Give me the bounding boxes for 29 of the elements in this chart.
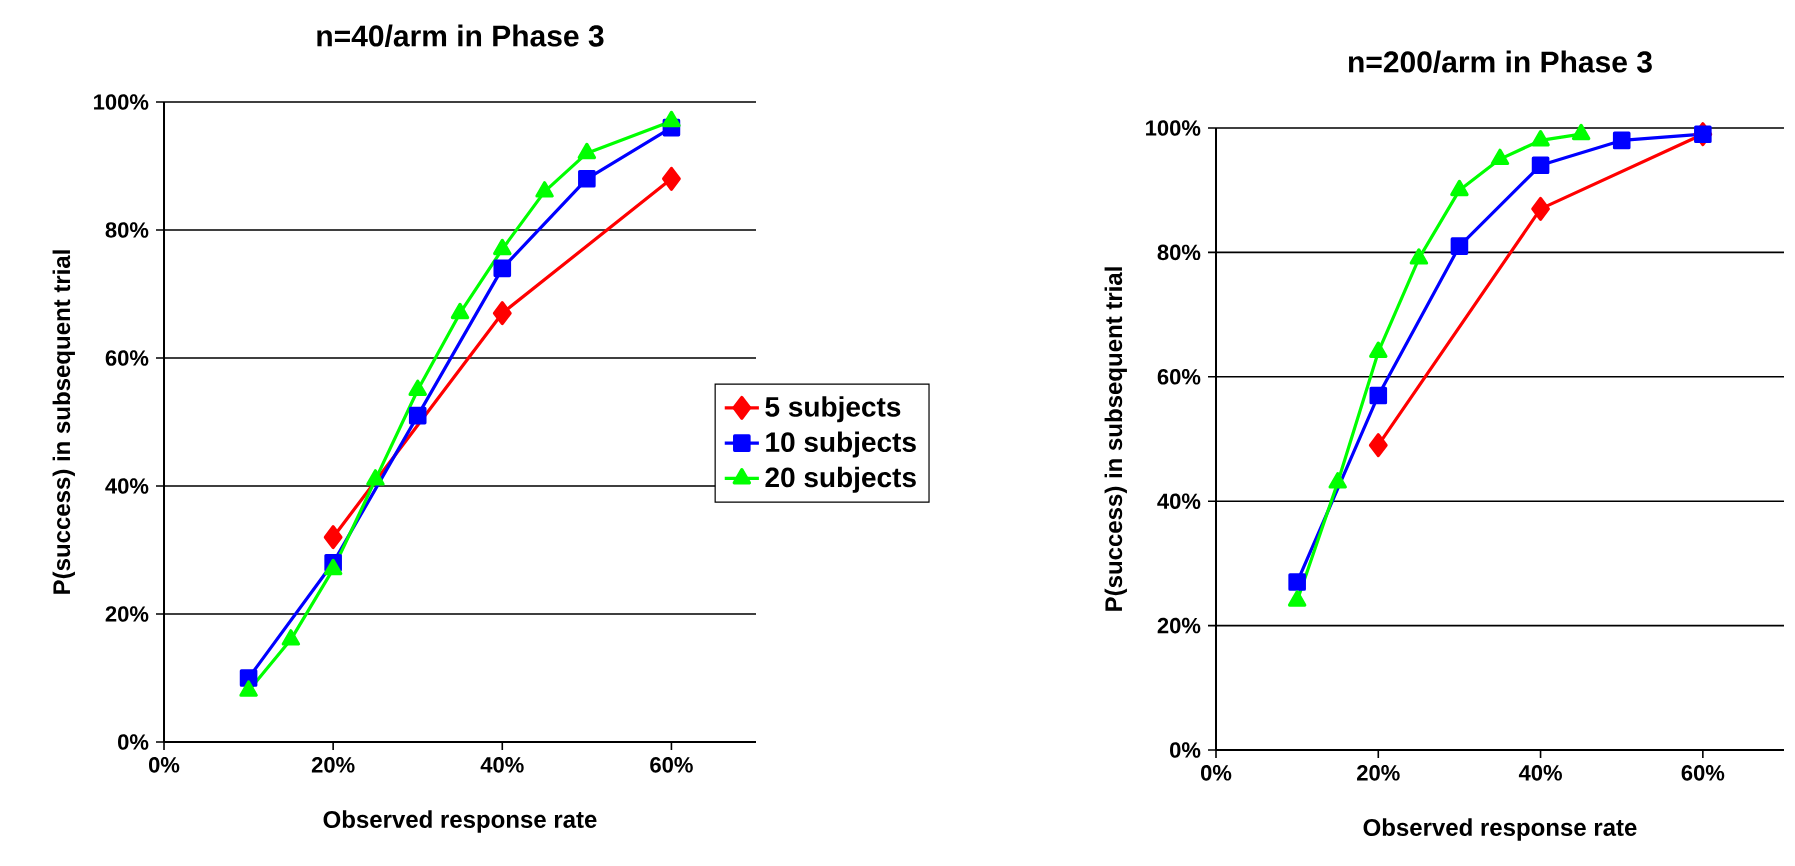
y-tick-label: 40%	[105, 478, 149, 494]
x-tick-label: 20%	[1357, 765, 1400, 781]
x-tick-label: 40%	[480, 757, 524, 773]
y-tick-label: 0%	[1170, 742, 1201, 758]
chart-title: n=40/arm in Phase 3	[317, 24, 604, 47]
x-tick-label: 60%	[1681, 765, 1725, 781]
y-tick-label: 20%	[105, 606, 149, 622]
legend-label: 10 subjects	[766, 431, 916, 458]
legend-label: 20 subjects	[765, 466, 916, 493]
x-tick-label: 20%	[311, 757, 355, 773]
y-axis-title: P(success) in subsequent trial	[1104, 267, 1127, 611]
y-tick-label: 60%	[1157, 369, 1201, 385]
x-tick-label: 60%	[650, 757, 693, 773]
y-axis-title: P(success) in subsequent trial	[52, 250, 75, 594]
y-tick-label: 100%	[94, 94, 149, 110]
y-tick-label: 80%	[105, 222, 149, 238]
x-tick-label: 40%	[1518, 765, 1562, 781]
y-tick-label: 20%	[1157, 617, 1201, 634]
y-tick-label: 80%	[1157, 244, 1201, 261]
y-tick-label: 0%	[118, 734, 149, 750]
y-tick-label: 100%	[1146, 120, 1201, 136]
chart-title: n=200/arm in Phase 3	[1348, 50, 1652, 73]
x-axis-title: Observed response rate	[1363, 818, 1637, 841]
y-tick-label: 40%	[1157, 493, 1201, 509]
y-tick-label: 60%	[105, 350, 149, 366]
x-tick-label: 0%	[148, 757, 180, 773]
x-axis-title: Observed response rate	[323, 810, 597, 833]
legend-label: 5 subjects	[765, 396, 901, 423]
x-tick-label: 0%	[1200, 765, 1232, 781]
